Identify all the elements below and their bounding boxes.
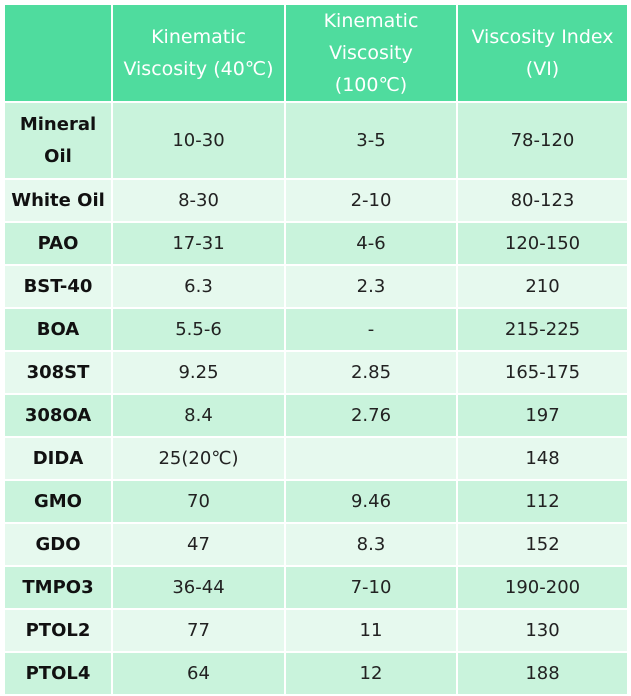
cell-kv40: 8-30 bbox=[111, 178, 286, 223]
row-name: 308OA bbox=[3, 393, 113, 438]
table-body: Mineral Oil 10-30 3-5 78-120 White Oil 8-30 2-… bbox=[3, 101, 629, 696]
cell-vi: 120-150 bbox=[456, 221, 629, 266]
row-name: TMPO3 bbox=[3, 565, 113, 610]
cell-vi: 152 bbox=[456, 522, 629, 567]
cell-kv100: 11 bbox=[284, 608, 458, 653]
cell-kv40: 10-30 bbox=[111, 101, 286, 180]
cell-kv40: 25(20℃) bbox=[111, 436, 286, 481]
cell-vi: 210 bbox=[456, 264, 629, 309]
table-row: TMPO3 36-44 7-10 190-200 bbox=[3, 565, 629, 610]
cell-vi: 80-123 bbox=[456, 178, 629, 223]
cell-kv40: 64 bbox=[111, 651, 286, 696]
cell-vi: 190-200 bbox=[456, 565, 629, 610]
cell-vi: 148 bbox=[456, 436, 629, 481]
cell-kv40: 5.5-6 bbox=[111, 307, 286, 352]
cell-vi: 215-225 bbox=[456, 307, 629, 352]
cell-kv100: 2.85 bbox=[284, 350, 458, 395]
viscosity-table: Kinematic Viscosity (40℃) Kinematic Visc… bbox=[3, 3, 629, 696]
table-row: BOA 5.5-6-215-225 bbox=[3, 307, 629, 352]
cell-kv40: 36-44 bbox=[111, 565, 286, 610]
table-row: PTOL4 64 12 188 bbox=[3, 651, 629, 696]
cell-kv40: 9.25 bbox=[111, 350, 286, 395]
table-row: DIDA 25(20℃) 148 bbox=[3, 436, 629, 481]
cell-kv40: 70 bbox=[111, 479, 286, 524]
row-name: BST-40 bbox=[3, 264, 113, 309]
cell-vi: 197 bbox=[456, 393, 629, 438]
cell-kv100: 12 bbox=[284, 651, 458, 696]
cell-kv100: 9.46 bbox=[284, 479, 458, 524]
table-row: 308ST 9.25 2.85 165-175 bbox=[3, 350, 629, 395]
row-name: 308ST bbox=[3, 350, 113, 395]
cell-kv40: 47 bbox=[111, 522, 286, 567]
row-name: GDO bbox=[3, 522, 113, 567]
row-name: GMO bbox=[3, 479, 113, 524]
cell-kv100: 2.3 bbox=[284, 264, 458, 309]
cell-kv40: 6.3 bbox=[111, 264, 286, 309]
cell-kv100 bbox=[284, 436, 458, 481]
table-row: 308OA 8.4 2.76 197 bbox=[3, 393, 629, 438]
table-row: GDO 47 8.3 152 bbox=[3, 522, 629, 567]
cell-kv100: 3-5 bbox=[284, 101, 458, 180]
table-row: White Oil 8-30 2-10 80-123 bbox=[3, 178, 629, 223]
cell-kv100: 2-10 bbox=[284, 178, 458, 223]
cell-vi: 188 bbox=[456, 651, 629, 696]
header-kv100: Kinematic Viscosity (100℃) bbox=[284, 3, 458, 103]
table-row: PTOL2 77 11 130 bbox=[3, 608, 629, 653]
table-row: BST-40 6.3 2.3 210 bbox=[3, 264, 629, 309]
header-corner bbox=[3, 3, 113, 103]
cell-kv100: 4-6 bbox=[284, 221, 458, 266]
row-name: Mineral Oil bbox=[3, 101, 113, 180]
row-name: DIDA bbox=[3, 436, 113, 481]
cell-vi: 165-175 bbox=[456, 350, 629, 395]
row-name: White Oil bbox=[3, 178, 113, 223]
cell-kv100: 8.3 bbox=[284, 522, 458, 567]
header-row: Kinematic Viscosity (40℃) Kinematic Visc… bbox=[3, 3, 629, 103]
cell-vi: 112 bbox=[456, 479, 629, 524]
table-row: PAO 17-31 4-6 120-150 bbox=[3, 221, 629, 266]
row-name: BOA bbox=[3, 307, 113, 352]
header-kv40: Kinematic Viscosity (40℃) bbox=[111, 3, 286, 103]
cell-kv40: 77 bbox=[111, 608, 286, 653]
cell-kv100: 2.76 bbox=[284, 393, 458, 438]
cell-kv40: 8.4 bbox=[111, 393, 286, 438]
cell-vi: 78-120 bbox=[456, 101, 629, 180]
row-name: PTOL4 bbox=[3, 651, 113, 696]
row-name: PAO bbox=[3, 221, 113, 266]
cell-vi: 130 bbox=[456, 608, 629, 653]
row-name: PTOL2 bbox=[3, 608, 113, 653]
cell-kv100: - bbox=[284, 307, 458, 352]
table-row: GMO 70 9.46 112 bbox=[3, 479, 629, 524]
header-vi: Viscosity Index (VI) bbox=[456, 3, 629, 103]
cell-kv100: 7-10 bbox=[284, 565, 458, 610]
cell-kv40: 17-31 bbox=[111, 221, 286, 266]
table-row: Mineral Oil 10-30 3-5 78-120 bbox=[3, 101, 629, 180]
